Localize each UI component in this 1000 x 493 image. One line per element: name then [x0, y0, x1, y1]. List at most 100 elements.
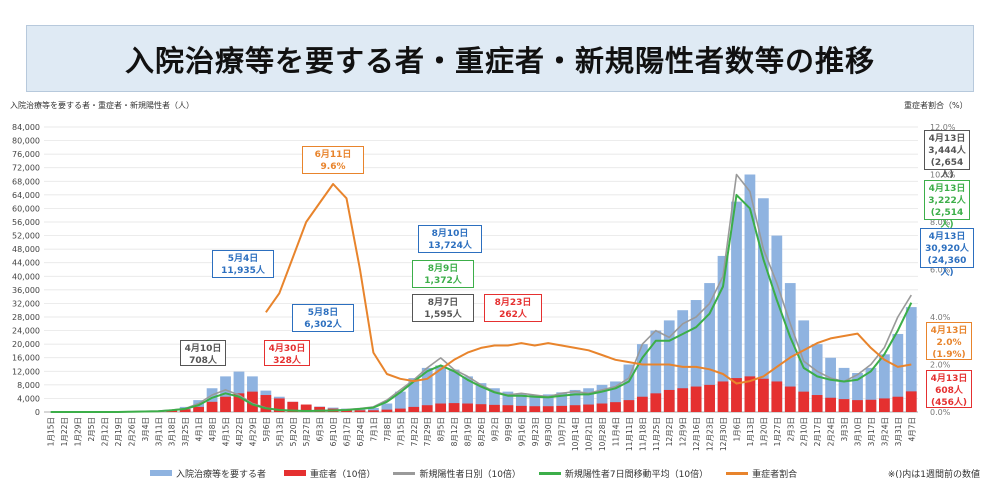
legend-swatch — [393, 471, 416, 475]
bar-severe — [354, 410, 366, 412]
y-tick-label: 36,000 — [12, 286, 40, 295]
y-tick-label: 16,000 — [12, 354, 40, 363]
bar-severe — [717, 381, 729, 412]
legend-label: 入院治療等を要する者 — [176, 469, 267, 480]
x-tick-label: 2月17日 — [813, 417, 822, 446]
annotation-line: 5月8日 — [307, 308, 339, 318]
x-tick-label: 1月15日 — [47, 417, 56, 446]
bar-severe — [314, 406, 326, 412]
bar-severe — [650, 393, 662, 412]
x-tick-label: 7月29日 — [423, 417, 432, 446]
bar-inpatient — [515, 393, 527, 412]
bar-inpatient — [865, 367, 877, 412]
bar-inpatient — [233, 371, 245, 412]
y-tick-label: 48,000 — [12, 245, 40, 254]
x-tick-label: 1月6日 — [732, 417, 741, 442]
x-tick-label: 4月8日 — [208, 417, 217, 442]
bar-severe — [300, 404, 312, 412]
x-tick-label: 2月19日 — [114, 417, 123, 446]
legend-label: 新規陽性者7日間移動平均（10倍） — [564, 469, 709, 480]
x-tick-label: 1月20日 — [759, 417, 768, 446]
x-tick-label: 9月30日 — [544, 417, 553, 446]
bar-severe — [677, 388, 689, 412]
y-tick-label: 64,000 — [12, 191, 40, 200]
annotation-line: 6月11日 — [314, 150, 352, 160]
annotation-line: 262人 — [499, 310, 527, 320]
annotation-line: 6,302人 — [304, 320, 342, 330]
bar-severe — [569, 405, 581, 412]
x-tick-label: 11月4日 — [611, 417, 620, 446]
ann-r2: 4月13日 3,222人 (2,514人) — [924, 180, 970, 230]
ann-aug9: 8月9日 1,372人 — [412, 260, 474, 288]
bar-severe — [435, 403, 447, 412]
x-tick-label: 4月29日 — [248, 417, 257, 446]
x-tick-label: 12月2日 — [665, 417, 674, 446]
legend-label: 重症者割合 — [752, 469, 798, 480]
x-tick-label: 11月11日 — [625, 417, 634, 451]
bar-inpatient — [502, 391, 514, 412]
y2-tick-label: 6.0% — [930, 266, 951, 275]
bar-inpatient — [757, 198, 769, 412]
legend-swatch — [538, 471, 561, 475]
x-tick-label: 2月5日 — [87, 417, 96, 442]
bar-severe — [610, 402, 621, 412]
bar-severe — [247, 391, 258, 412]
bar-inpatient — [475, 383, 487, 412]
annotation-line: (1.9%) — [932, 350, 966, 360]
y-tick-label: 56,000 — [12, 218, 40, 227]
y-tick-label: 44,000 — [12, 259, 40, 268]
bar-severe — [489, 404, 500, 412]
bar-inpatient — [381, 403, 393, 412]
x-tick-label: 4月1日 — [195, 417, 204, 442]
x-tick-label: 6月17日 — [343, 417, 352, 446]
x-tick-label: 9月9日 — [504, 417, 513, 442]
x-tick-label: 12月9日 — [679, 417, 688, 446]
annotation-line: 13,724人 — [428, 241, 472, 251]
bar-inpatient — [489, 388, 500, 412]
bar-inpatient — [731, 201, 742, 412]
annotation-line: 2.0% — [936, 338, 962, 348]
x-tick-label: 3月25日 — [181, 417, 190, 446]
annotation-line: (24,360人) — [927, 256, 967, 278]
bar-severe — [838, 399, 850, 412]
x-tick-label: 3月31日 — [894, 417, 903, 446]
bar-severe — [704, 384, 715, 412]
y2-tick-label: 10.0% — [930, 171, 956, 180]
bar-inpatient — [569, 389, 581, 412]
ann-r4: 4月13日 2.0% (1.9%) — [926, 322, 972, 360]
y-tick-label: 24,000 — [12, 327, 40, 336]
y-tick-label: 72,000 — [12, 164, 40, 173]
x-tick-label: 9月2日 — [490, 417, 499, 442]
bar-severe — [206, 401, 218, 412]
ann-jun11: 6月11日 9.6% — [302, 146, 364, 174]
ann-apr30: 4月30日 328人 — [264, 340, 310, 366]
y-tick-label: 32,000 — [12, 299, 40, 308]
annotation-line: 5月4日 — [227, 254, 259, 264]
bar-severe — [260, 395, 272, 412]
annotation-line: 3,222人 — [928, 196, 966, 206]
y-tick-label: 0 — [35, 408, 40, 417]
bar-severe — [771, 381, 783, 412]
annotation-line: 4月13日 — [928, 184, 966, 194]
bar-inpatient — [838, 367, 850, 412]
x-tick-label: 3月18日 — [168, 417, 177, 446]
bar-severe — [784, 386, 796, 412]
bar-severe — [596, 403, 608, 412]
x-tick-label: 5月20日 — [289, 417, 298, 446]
annotation-line: 9.6% — [320, 162, 346, 172]
bar-inpatient — [556, 392, 568, 412]
bar-inpatient — [771, 235, 783, 412]
x-tick-label: 1月27日 — [773, 417, 782, 446]
bar-inpatient — [690, 300, 702, 412]
y-tick-label: 80,000 — [12, 137, 40, 146]
bar-severe — [529, 406, 541, 412]
bar-inpatient — [879, 354, 890, 412]
bar-inpatient — [462, 376, 473, 412]
legend-label: 新規陽性者日別（10倍） — [419, 469, 521, 480]
bar-inpatient — [663, 320, 675, 412]
x-tick-label: 5月13日 — [275, 417, 284, 446]
annotation-line: 4月13日 — [928, 134, 966, 144]
bar-severe — [583, 404, 594, 412]
annotation-line: 4月13日 — [930, 326, 968, 336]
x-tick-label: 6月10日 — [329, 417, 338, 446]
